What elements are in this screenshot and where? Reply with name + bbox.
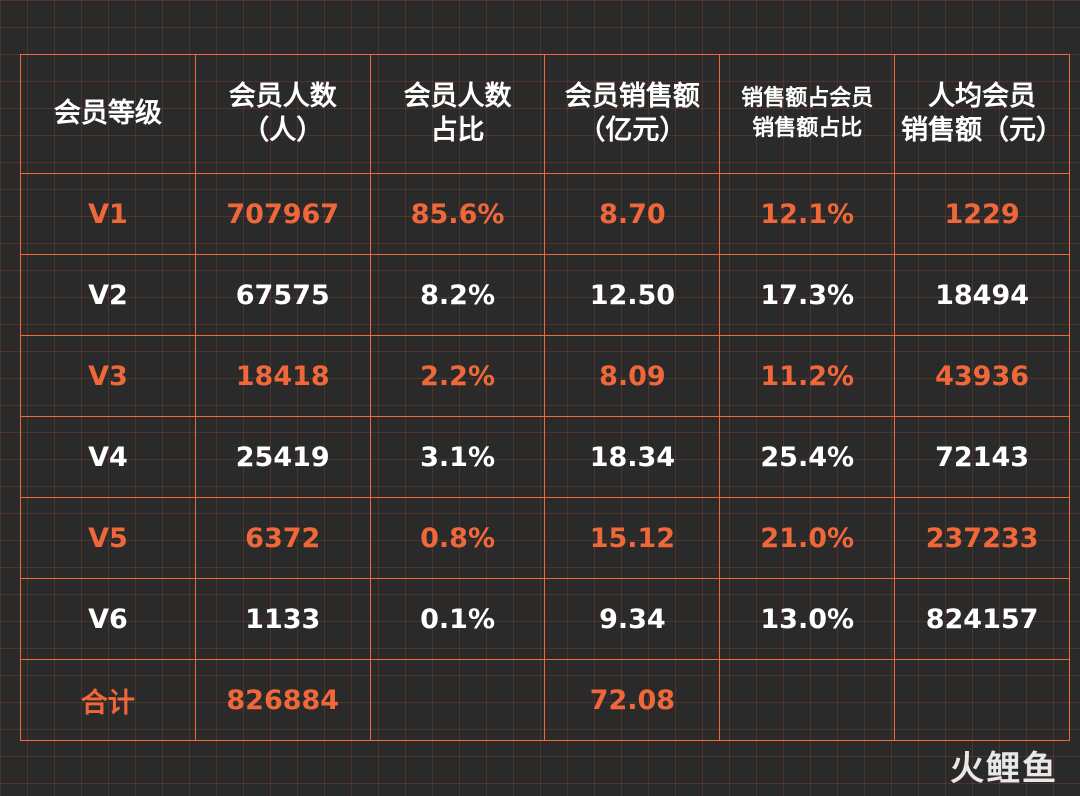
table-body: V1 707967 85.6% 8.70 12.1% 1229 V2 67575 8.2% 12.… [20,173,1070,741]
table-cell: 18418 [194,335,371,417]
table-cell: 15.12 [544,497,721,579]
table-cell: 707967 [194,173,371,255]
table-cell: 25.4% [719,416,896,498]
table-cell: 8.2% [369,254,546,336]
header-cell: 销售额占会员 销售额占比 [719,54,896,174]
table-cell: 72143 [894,416,1070,498]
table-cell: 12.50 [544,254,721,336]
total-cell: 826884 [194,659,371,741]
watermark: 火鲤鱼 [950,749,1058,789]
table-cell: 3.1% [369,416,546,498]
table-cell: 18.34 [544,416,721,498]
total-cell: 合计 [20,659,196,741]
table-cell: 1229 [894,173,1070,255]
table-cell: 11.2% [719,335,896,417]
table-cell: 12.1% [719,173,896,255]
table-row: V1 707967 85.6% 8.70 12.1% 1229 [20,173,1070,255]
table-cell: V2 [20,254,196,336]
header-cell: 人均会员 销售额（元） [894,54,1070,174]
table-cell: 18494 [894,254,1070,336]
table-cell: 67575 [194,254,371,336]
table-cell: 43936 [894,335,1070,417]
header-cell: 会员销售额 （亿元） [544,54,721,174]
header-cell: 会员人数 （人） [194,54,371,174]
table-cell: 0.8% [369,497,546,579]
table-cell: 824157 [894,578,1070,660]
header-row: 会员等级 会员人数 （人） 会员人数 占比 会员销售额 （亿元） 销售额占会员 销售额占… [20,54,1070,174]
table-cell: 25419 [194,416,371,498]
total-row: 合计 826884 72.08 [20,659,1070,741]
table-cell: V1 [20,173,196,255]
header-cell: 会员等级 [20,54,196,174]
total-cell: 72.08 [544,659,721,741]
table-cell: 85.6% [369,173,546,255]
table-row: V6 1133 0.1% 9.34 13.0% 824157 [20,578,1070,660]
member-table: 会员等级 会员人数 （人） 会员人数 占比 会员销售额 （亿元） 销售额占会员 销售额占… [20,54,1070,741]
table-cell: V6 [20,578,196,660]
table-cell: 21.0% [719,497,896,579]
table-cell: V3 [20,335,196,417]
table-cell: 1133 [194,578,371,660]
table-cell: 237233 [894,497,1070,579]
table-row: V5 6372 0.8% 15.12 21.0% 237233 [20,497,1070,579]
table-cell: 9.34 [544,578,721,660]
table-cell: 8.70 [544,173,721,255]
table-cell: 8.09 [544,335,721,417]
table-cell: 2.2% [369,335,546,417]
table-row: V3 18418 2.2% 8.09 11.2% 43936 [20,335,1070,417]
table-cell: 13.0% [719,578,896,660]
table-cell: V5 [20,497,196,579]
table-cell: 6372 [194,497,371,579]
empty-cell [369,659,546,741]
table-cell: 17.3% [719,254,896,336]
table-row: V2 67575 8.2% 12.50 17.3% 18494 [20,254,1070,336]
empty-cell [719,659,896,741]
header-cell: 会员人数 占比 [369,54,546,174]
table-cell: V4 [20,416,196,498]
table-row: V4 25419 3.1% 18.34 25.4% 72143 [20,416,1070,498]
table-cell: 0.1% [369,578,546,660]
empty-cell [894,659,1070,741]
